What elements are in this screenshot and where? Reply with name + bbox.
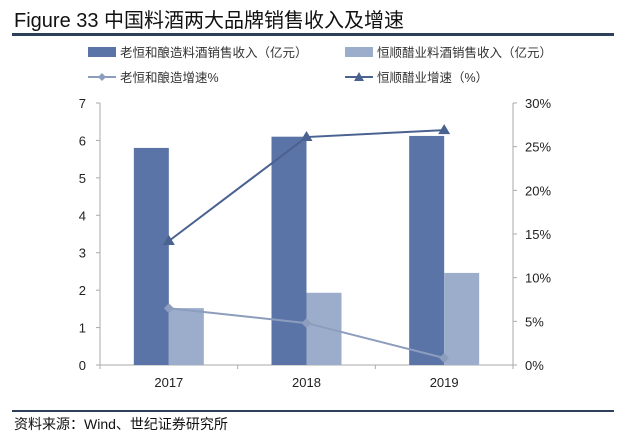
left-tick-label: 4	[79, 208, 86, 223]
left-tick-label: 0	[79, 358, 86, 373]
diamond-marker	[301, 318, 312, 329]
diamond-marker	[439, 353, 450, 364]
legend-triangle-icon	[354, 72, 364, 81]
triangle-marker	[438, 124, 451, 135]
bar-2018-s0	[271, 136, 307, 365]
legend-label: 恒顺醋业料酒销售收入（亿元）	[377, 45, 552, 60]
right-tick-label: 25%	[525, 140, 551, 155]
title-divider	[12, 33, 614, 36]
right-tick-label: 10%	[525, 271, 551, 286]
bar-2018-s1	[306, 292, 342, 365]
right-tick-label: 15%	[525, 227, 551, 242]
legend-label: 老恒和酿造料酒销售收入（亿元）	[120, 45, 308, 60]
legend-label: 恒顺醋业增速（%）	[377, 70, 488, 85]
right-tick-label: 0%	[525, 358, 544, 373]
left-tick-label: 2	[79, 283, 86, 298]
right-tick-label: 20%	[525, 183, 551, 198]
legend-label: 老恒和酿造增速%	[120, 70, 219, 85]
source-divider	[12, 410, 614, 412]
chart: 0 1 2 3 4 5 6 7 0% 5% 10% 15% 20% 25% 30% 2017 2018 2019 老…	[79, 45, 552, 390]
bar-2017-s0	[133, 147, 169, 365]
right-tick-label: 30%	[525, 96, 551, 111]
left-tick-label: 1	[79, 321, 86, 336]
x-tick-label: 2018	[292, 375, 321, 390]
legend-swatch	[88, 47, 116, 57]
triangle-marker	[300, 131, 313, 142]
bar-2019-s1	[444, 272, 480, 365]
left-tick-label: 6	[79, 133, 86, 148]
legend-diamond-icon	[98, 73, 106, 81]
x-tick-label: 2019	[430, 375, 459, 390]
left-tick-label: 5	[79, 171, 86, 186]
bar-2019-s0	[409, 135, 445, 365]
x-tick-label: 2017	[154, 375, 183, 390]
left-tick-label: 3	[79, 246, 86, 261]
triangle-marker	[162, 234, 175, 245]
right-tick-label: 5%	[525, 314, 544, 329]
figure-title: Figure 33 中国料酒两大品牌销售收入及增速	[14, 10, 405, 32]
left-tick-label: 7	[79, 96, 86, 111]
diamond-marker	[163, 303, 174, 314]
source-note: 资料来源：Wind、世纪证券研究所	[14, 416, 228, 432]
bar-2017-s1	[168, 308, 204, 365]
legend-swatch	[345, 47, 373, 57]
